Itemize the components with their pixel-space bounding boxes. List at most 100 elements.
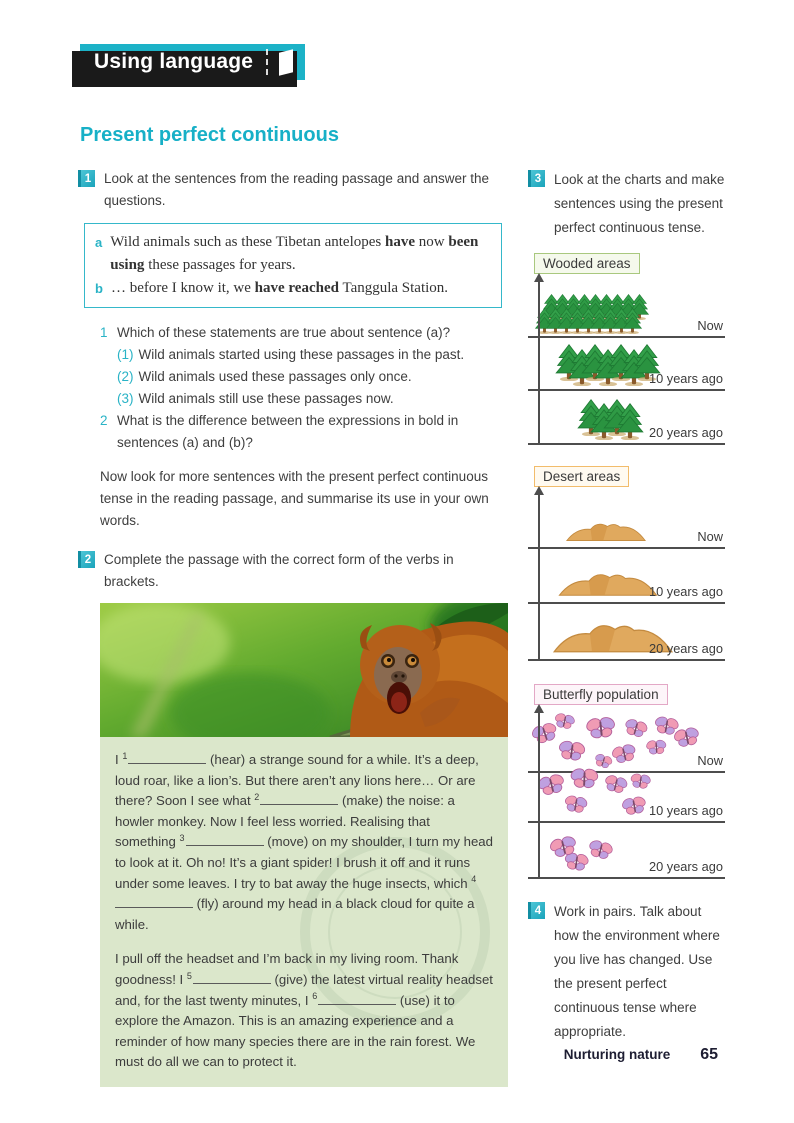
passage-paragraph-2: I pull off the headset and I’m back in m… — [115, 951, 493, 1070]
butterfly-icon — [595, 753, 613, 768]
exercise-1-badge: 1 — [78, 170, 95, 187]
sentence-b-text: … before I know it, we have reached Tang… — [110, 280, 449, 296]
question-2: 2 What is the difference between the exp… — [100, 410, 508, 454]
exercise-4-badge: 4 — [528, 902, 545, 919]
wooded-areas-chart: Wooded areas — [528, 252, 725, 445]
butterfly-icon — [589, 840, 613, 859]
page-number: 65 — [700, 1046, 718, 1063]
butterfly-population-label: Butterfly population — [534, 684, 668, 705]
butterfly-icon — [559, 740, 586, 761]
question-1-text: Which of these statements are true about… — [117, 325, 451, 340]
option-1-number: (1) — [117, 347, 134, 362]
howler-monkey-photo — [100, 603, 508, 737]
row-label-now: Now — [697, 529, 723, 544]
butterfly-icon — [550, 836, 576, 857]
chart-row: 10 years ago — [528, 768, 725, 823]
butterfly-icon — [630, 774, 651, 790]
exercise-2-instruction: Complete the passage with the correct fo… — [104, 552, 454, 589]
blank-number: 3 — [179, 832, 185, 843]
blank-number: 5 — [186, 970, 192, 981]
blank-number: 6 — [312, 991, 318, 1002]
option-2-number: (2) — [117, 369, 134, 384]
chart-row: 20 years ago — [528, 391, 725, 445]
butterfly-icon — [622, 796, 646, 815]
row-label-20-years: 20 years ago — [649, 859, 723, 874]
exercise-1-instruction: Look at the sentences from the reading p… — [104, 171, 490, 208]
dune-icon — [565, 523, 647, 542]
fill-in-blank[interactable] — [260, 794, 339, 806]
right-column: 3 Look at the charts and make sentences … — [528, 168, 725, 1044]
desert-areas-chart-body: Now 10 years ago 20 years ago — [528, 486, 725, 661]
sentence-b-letter: b — [95, 281, 103, 296]
butterfly-icon — [612, 744, 636, 763]
up-arrow-axis-icon — [534, 486, 544, 661]
row-label-20-years: 20 years ago — [649, 425, 723, 440]
left-column: 1 Look at the sentences from the reading… — [77, 168, 508, 1087]
wooded-areas-chart-body: Now — [528, 273, 725, 445]
exercise-1: 1 Look at the sentences from the reading… — [78, 168, 508, 212]
butterfly-icon — [655, 716, 679, 735]
blank-number: 1 — [122, 750, 128, 761]
bookmark-icon — [279, 48, 294, 76]
dune-icon — [558, 574, 658, 596]
question-2-text: What is the difference between the expre… — [117, 413, 459, 450]
fill-in-blank[interactable] — [115, 897, 193, 909]
desert-areas-label: Desert areas — [534, 466, 630, 487]
row-label-now: Now — [697, 753, 723, 768]
section-banner: Using language — [71, 44, 306, 87]
chart-row: 20 years ago — [528, 604, 725, 661]
option-2-text: Wild animals used these passages only on… — [138, 369, 412, 384]
unit-title: Nurturing nature — [563, 1047, 671, 1062]
exercise-3: 3 Look at the charts and make sentences … — [528, 168, 725, 240]
butterfly-icon — [646, 740, 667, 755]
page-footer: Nurturing nature 65 — [564, 1046, 718, 1064]
row-label-10-years: 10 years ago — [649, 803, 723, 818]
follow-up-note: Now look for more sentences with the pre… — [100, 469, 489, 528]
butterfly-icon — [555, 713, 575, 730]
tree-icon — [616, 402, 644, 440]
dune-icon — [552, 625, 674, 653]
chart-row: 10 years ago — [528, 549, 725, 604]
butterfly-icon — [605, 775, 628, 794]
option-3: (3) Wild animals still use these passage… — [117, 388, 508, 410]
tree-icon — [545, 307, 566, 334]
fill-in-passage-box: I 1 (hear) a strange sound for a while. … — [100, 737, 508, 1087]
chart-row: 20 years ago — [528, 823, 725, 879]
row-label-10-years: 10 years ago — [649, 371, 723, 386]
blank-number: 2 — [254, 791, 260, 802]
butterfly-icon — [586, 716, 615, 739]
butterfly-chart-body: Now 10 year — [528, 704, 725, 879]
row-label-20-years: 20 years ago — [649, 641, 723, 656]
row-label-10-years: 10 years ago — [649, 584, 723, 599]
example-sentences-box: a Wild animals such as these Tibetan ant… — [77, 223, 502, 315]
sentence-a: a Wild animals such as these Tibetan ant… — [95, 231, 489, 277]
chart-row: Now — [528, 491, 725, 549]
sentence-a-letter: a — [95, 235, 103, 250]
option-1: (1) Wild animals started using these pas… — [117, 344, 508, 366]
option-2: (2) Wild animals used these passages onl… — [117, 366, 508, 388]
option-1-text: Wild animals started using these passage… — [138, 347, 465, 362]
chart-row: 10 years ago — [528, 338, 725, 391]
chart-row: Now — [528, 278, 725, 338]
exercise-2-badge: 2 — [78, 551, 95, 568]
butterfly-icon — [538, 774, 564, 795]
question-1-options: (1) Wild animals started using these pas… — [117, 344, 508, 410]
dashed-divider — [266, 49, 269, 75]
butterfly-icon — [564, 852, 589, 871]
exercise-4-instruction: Work in pairs. Talk about how the enviro… — [554, 904, 720, 1039]
row-label-now: Now — [697, 318, 723, 333]
banner-title: Using language — [94, 50, 254, 73]
question-list: 1 Which of these statements are true abo… — [100, 322, 508, 454]
fill-in-blank[interactable] — [192, 973, 271, 984]
page-title: Present perfect continuous — [80, 124, 339, 146]
up-arrow-axis-icon — [534, 273, 544, 445]
butterfly-population-chart: Butterfly population — [528, 683, 725, 879]
exercise-3-badge: 3 — [528, 170, 545, 187]
question-2-number: 2 — [100, 413, 108, 428]
wooded-areas-label: Wooded areas — [534, 253, 640, 274]
fill-in-blank[interactable] — [318, 993, 397, 1005]
fill-in-blank[interactable] — [128, 753, 207, 764]
option-3-text: Wild animals still use these passages no… — [138, 391, 394, 406]
chart-row: Now — [528, 709, 725, 773]
fill-in-blank[interactable] — [185, 835, 264, 847]
